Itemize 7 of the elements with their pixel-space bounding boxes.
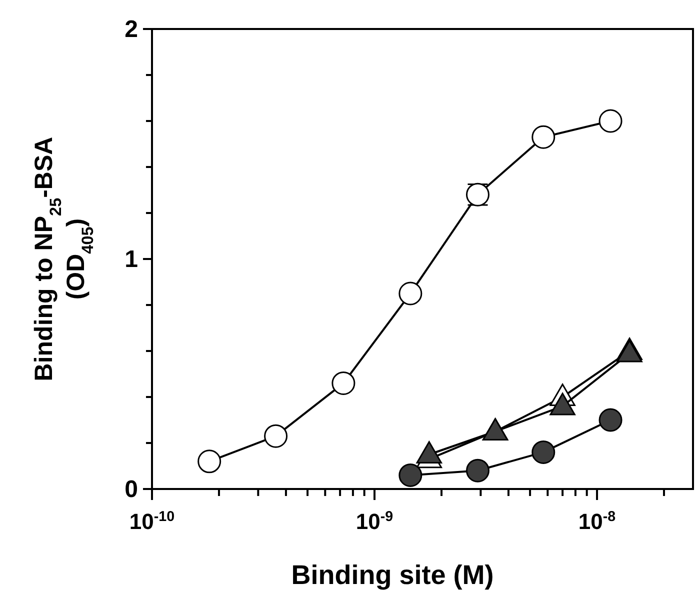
- x-tick-label: 10$^{-8}$: [578, 509, 616, 534]
- y-tick-label: 1: [124, 246, 138, 273]
- x-tick-label: 10$^{-10}$: [129, 509, 175, 534]
- y-tick-label: 2: [124, 16, 138, 43]
- y-tick-label: 0: [124, 476, 138, 503]
- x-tick-label: 10$^{-9}$: [356, 509, 394, 534]
- x-axis-title: Binding site (M): [291, 560, 494, 590]
